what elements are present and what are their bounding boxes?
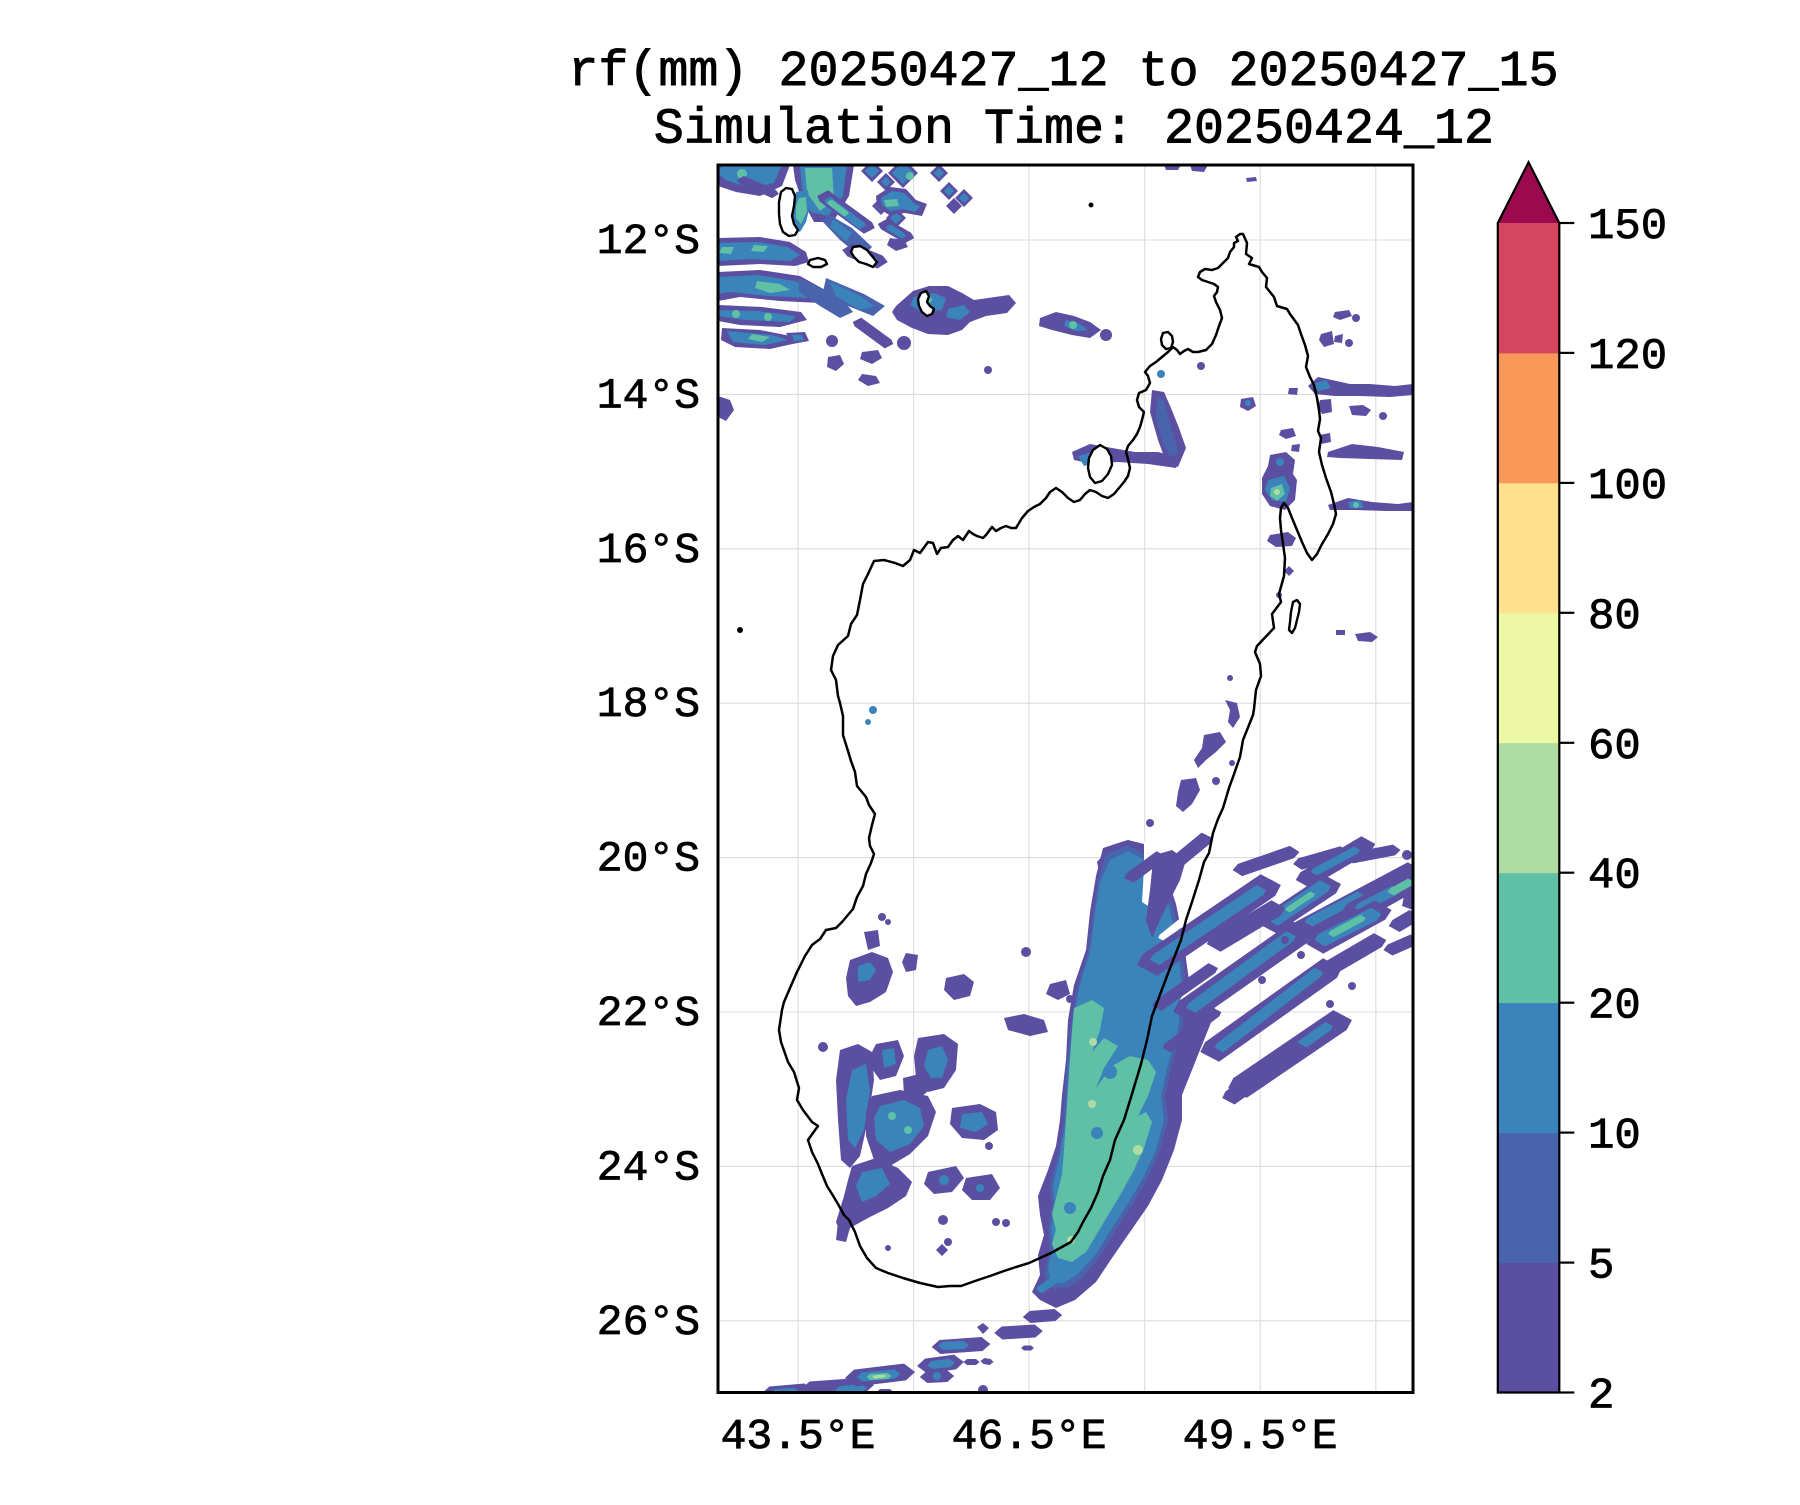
svg-text:14°S: 14°S xyxy=(597,371,700,420)
svg-text:46.5°E: 46.5°E xyxy=(952,1412,1107,1461)
svg-text:Simulation Time: 20250424_12: Simulation Time: 20250424_12 xyxy=(654,102,1494,159)
svg-text:22°S: 22°S xyxy=(597,989,700,1038)
svg-text:43.5°E: 43.5°E xyxy=(721,1412,876,1461)
svg-text:2: 2 xyxy=(1588,1372,1614,1422)
svg-text:20: 20 xyxy=(1588,982,1641,1032)
svg-text:12°S: 12°S xyxy=(597,217,700,266)
svg-text:49.5°E: 49.5°E xyxy=(1183,1412,1338,1461)
svg-text:16°S: 16°S xyxy=(597,526,700,575)
svg-text:80: 80 xyxy=(1588,592,1641,642)
svg-text:10: 10 xyxy=(1588,1112,1641,1162)
svg-text:26°S: 26°S xyxy=(597,1298,700,1347)
svg-text:24°S: 24°S xyxy=(597,1143,700,1192)
svg-text:5: 5 xyxy=(1588,1242,1614,1292)
svg-text:40: 40 xyxy=(1588,852,1641,902)
svg-text:100: 100 xyxy=(1588,462,1667,512)
svg-text:120: 120 xyxy=(1588,332,1667,382)
svg-text:150: 150 xyxy=(1588,202,1667,252)
svg-text:18°S: 18°S xyxy=(597,680,700,729)
svg-text:rf(mm) 20250427_12 to 20250427: rf(mm) 20250427_12 to 20250427_15 xyxy=(568,44,1558,101)
svg-text:60: 60 xyxy=(1588,722,1641,772)
svg-text:20°S: 20°S xyxy=(597,835,700,884)
